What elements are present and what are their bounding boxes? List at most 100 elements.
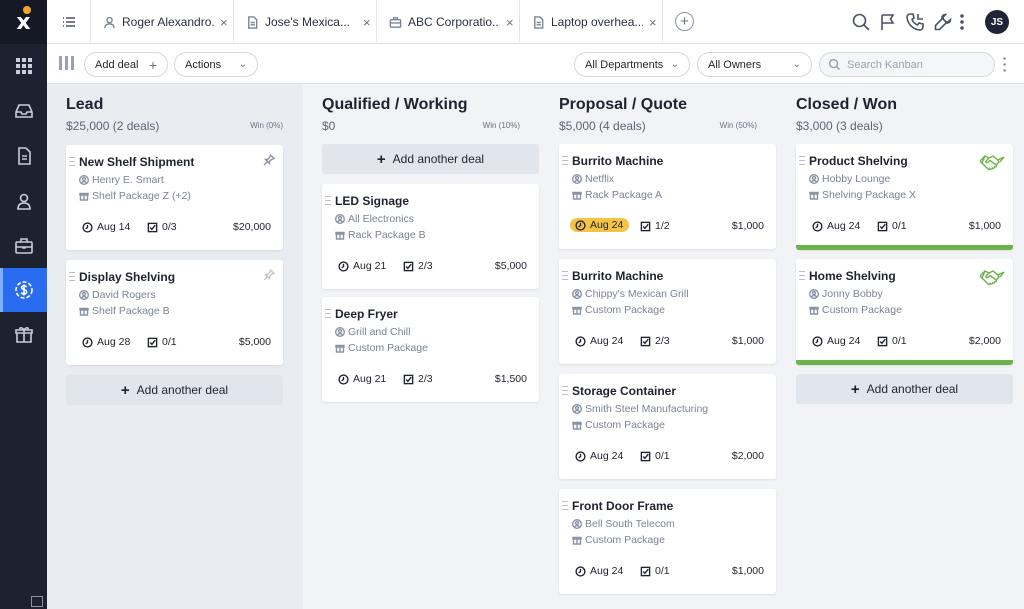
deal-product[interactable]: Shelf Package Z (+2) [79,190,191,202]
documents-icon[interactable] [0,134,47,178]
deals-icon[interactable] [0,268,47,312]
tasks-count: 0/1 [655,565,670,577]
deal-card[interactable]: Home Shelving Jonny Bobby Custom Package Au… [796,259,1013,365]
close-icon[interactable]: × [220,14,228,30]
deal-contact[interactable]: Jonny Bobby [809,288,883,300]
tab-company[interactable]: ABC Corporatio... × [377,0,520,44]
app-logo[interactable]: x [0,0,47,44]
deal-title[interactable]: Front Door Frame [572,499,674,513]
user-avatar[interactable]: JS [985,10,1009,34]
deal-card[interactable]: LED Signage All Electronics Rack Package B… [322,184,539,289]
tab-laptop[interactable]: Laptop overhea... × [520,0,663,44]
deal-title[interactable]: Display Shelving [79,270,176,284]
more-vertical-icon[interactable] [958,12,966,32]
drag-handle-icon[interactable] [69,272,75,281]
deal-card[interactable]: New Shelf Shipment Henry E. Smart Shelf Pa… [66,145,283,250]
columns-icon[interactable] [59,56,75,70]
add-another-deal-button[interactable]: + Add another deal [796,374,1013,404]
wrench-icon[interactable] [933,12,953,32]
add-deal-button[interactable]: Add deal + [84,52,168,77]
tab-deal-jose[interactable]: Jose's Mexica... × [234,0,377,44]
deal-card[interactable]: Burrito Machine Netflix Rack Package A Aug … [559,144,776,249]
deal-contact[interactable]: Netflix [572,173,614,185]
deal-contact[interactable]: All Electronics [335,213,414,225]
deal-product-name: Shelf Package B [92,305,170,317]
deal-product[interactable]: Rack Package B [335,229,426,241]
apps-grid-icon[interactable] [0,44,47,88]
deal-card[interactable]: Product Shelving Hobby Lounge Shelving Pac… [796,144,1013,250]
deal-product-name: Rack Package A [585,189,663,201]
deal-title[interactable]: Burrito Machine [572,154,664,168]
close-icon[interactable]: × [649,14,657,30]
deal-contact[interactable]: Bell South Telecom [572,518,675,530]
won-status-bar [796,245,1013,250]
deal-product[interactable]: Shelving Package X [809,189,916,201]
deal-card[interactable]: Storage Container Smith Steel Manufacturi… [559,374,776,479]
drag-handle-icon[interactable] [562,271,568,280]
drag-handle-icon[interactable] [562,156,568,165]
deal-card[interactable]: Front Door Frame Bell South Telecom Custom… [559,489,776,594]
drag-handle-icon[interactable] [325,196,331,205]
drag-handle-icon[interactable] [562,386,568,395]
close-icon[interactable]: × [363,14,371,30]
deal-product[interactable]: Custom Package [572,304,665,316]
close-icon[interactable]: × [506,14,514,30]
deal-contact[interactable]: Chippy's Mexican Grill [572,288,689,300]
drag-handle-icon[interactable] [799,271,805,280]
drag-handle-icon[interactable] [325,309,331,318]
contacts-icon[interactable] [0,179,47,223]
deal-contact[interactable]: Grill and Chill [335,326,410,338]
pin-icon[interactable] [263,268,276,281]
deal-title[interactable]: Product Shelving [809,154,908,168]
flag-icon[interactable] [878,12,898,32]
deal-card[interactable]: Burrito Machine Chippy's Mexican Grill Cus… [559,259,776,364]
deal-product[interactable]: Custom Package [572,419,665,431]
companies-icon[interactable] [0,224,47,268]
deal-contact[interactable]: Smith Steel Manufacturing [572,403,708,415]
drag-handle-icon[interactable] [69,157,75,166]
deal-product[interactable]: Custom Package [809,304,902,316]
checkbox-icon [640,451,651,461]
deal-product[interactable]: Rack Package A [572,189,662,201]
add-another-deal-button[interactable]: + Add another deal [66,375,283,405]
deal-title[interactable]: LED Signage [335,194,410,208]
owners-filter[interactable]: All Owners ⌄ [697,52,812,77]
actions-label: Actions [185,58,222,71]
deal-contact[interactable]: Hobby Lounge [809,173,890,185]
deal-contact-name: Bell South Telecom [585,518,675,530]
deal-title[interactable]: Burrito Machine [572,269,664,283]
drag-handle-icon[interactable] [799,156,805,165]
products-box-icon[interactable] [0,313,47,357]
deal-contact[interactable]: David Rogers [79,289,156,301]
deal-contact[interactable]: Henry E. Smart [79,174,164,186]
pin-icon[interactable] [263,153,276,166]
menu-list-icon[interactable] [47,0,91,44]
logo-mark: x [16,5,32,35]
deal-card[interactable]: Deep Fryer Grill and Chill Custom Package A… [322,297,539,402]
clock-icon [575,565,586,577]
actions-dropdown[interactable]: Actions ⌄ [174,52,258,77]
tab-contact[interactable]: Roger Alexandro... × [91,0,234,44]
deal-product[interactable]: Custom Package [335,342,428,354]
inbox-icon[interactable] [0,89,47,133]
deal-title[interactable]: Storage Container [572,384,677,398]
add-tab-plus-icon[interactable]: + [675,12,694,31]
deal-title[interactable]: Deep Fryer [335,307,398,321]
search-icon[interactable] [851,12,871,32]
deal-card[interactable]: Display Shelving David Rogers Shelf Packag… [66,260,283,365]
more-vertical-icon[interactable]: · · · [1002,50,1008,78]
add-another-deal-button[interactable]: + Add another deal [322,144,539,174]
deal-due-date: Aug 21 [338,373,386,385]
deal-product[interactable]: Shelf Package B [79,305,170,317]
drag-handle-icon[interactable] [562,501,568,510]
deal-title[interactable]: New Shelf Shipment [79,155,195,169]
phone-icon[interactable] [905,12,925,32]
deal-product[interactable]: Custom Package [572,534,665,546]
departments-filter[interactable]: All Departments ⌄ [574,52,690,77]
owners-label: All Owners [708,58,762,71]
collapse-sidebar-icon[interactable] [31,596,43,607]
deal-title[interactable]: Home Shelving [809,269,896,283]
deal-footer: Aug 24 0/1 $2,000 [809,335,1001,349]
deal-product-name: Custom Package [585,304,665,316]
search-kanban-input[interactable] [847,58,987,71]
